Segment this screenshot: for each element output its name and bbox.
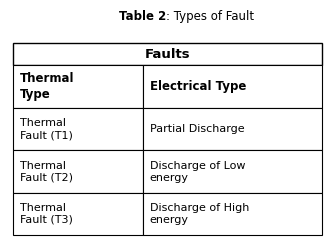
Bar (143, 108, 322, 150)
Bar (143, 150, 322, 193)
Text: Discharge of Low
energy: Discharge of Low energy (150, 161, 245, 183)
Bar (13, 43, 322, 66)
Text: Electrical Type: Electrical Type (150, 80, 246, 93)
Bar (143, 66, 322, 108)
Bar (143, 193, 322, 235)
Text: Thermal
Type: Thermal Type (20, 72, 74, 101)
Bar (13, 193, 143, 235)
Text: Discharge of High
energy: Discharge of High energy (150, 203, 249, 225)
Bar (13, 150, 143, 193)
Text: : Types of Fault: : Types of Fault (166, 10, 254, 23)
Bar (13, 108, 143, 150)
Text: Table 2: Table 2 (119, 10, 166, 23)
Text: Thermal
Fault (T3): Thermal Fault (T3) (20, 203, 73, 225)
Text: Faults: Faults (145, 48, 191, 61)
Text: Thermal
Fault (T2): Thermal Fault (T2) (20, 161, 73, 183)
Text: Thermal
Fault (T1): Thermal Fault (T1) (20, 118, 73, 140)
Bar (13, 66, 143, 108)
Text: Partial Discharge: Partial Discharge (150, 124, 244, 134)
